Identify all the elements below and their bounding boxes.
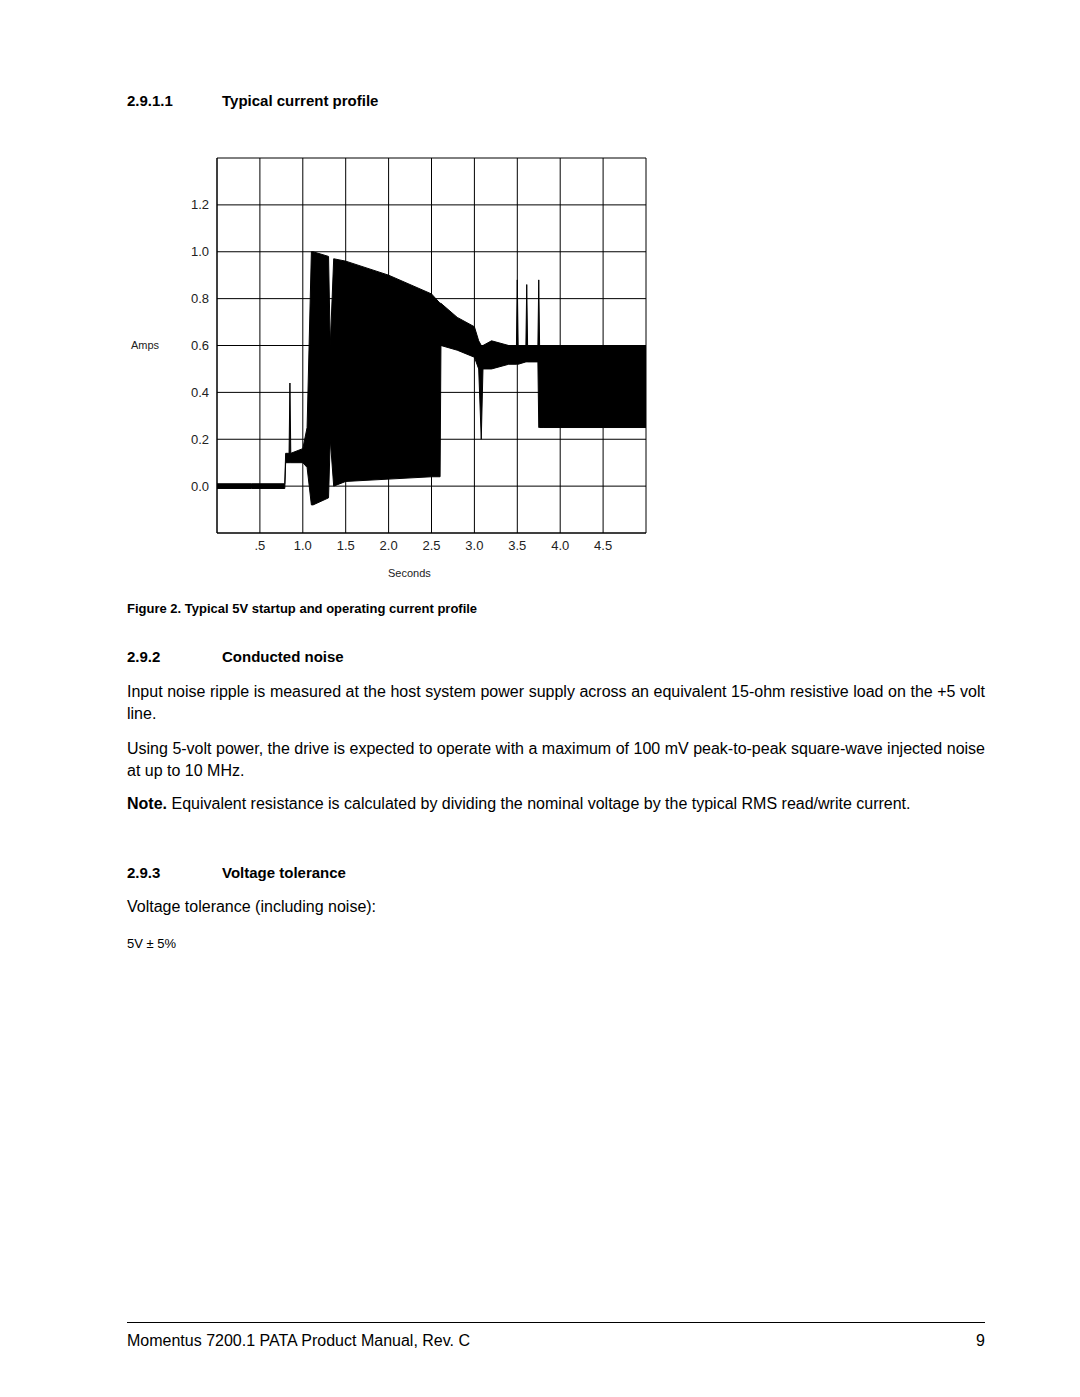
html-text:Input noise ripple is measured: Input noise ripple is measured at the ho… — [127, 683, 985, 722]
svg-text:0.8: 0.8 — [191, 291, 209, 306]
svg-text:1.0: 1.0 — [191, 244, 209, 259]
html-text:Amps: Amps — [131, 339, 160, 351]
html-text:Conducted noise: Conducted noise — [222, 648, 344, 665]
svg-text:1.0: 1.0 — [294, 538, 312, 553]
html-text:2.9.1.1: 2.9.1.1 — [127, 92, 173, 109]
svg-text:2.0: 2.0 — [380, 538, 398, 553]
svg-text:0.4: 0.4 — [191, 385, 209, 400]
html-text:Typical current profile: Typical current profile — [222, 92, 379, 109]
svg-text:2.5: 2.5 — [422, 538, 440, 553]
html-text:2.9.2: 2.9.2 — [127, 648, 161, 665]
svg-text:1.5: 1.5 — [337, 538, 355, 553]
html-text:2.9.3: 2.9.3 — [127, 864, 161, 881]
html-text:5V ± 5%: 5V ± 5% — [127, 936, 177, 951]
html-text:Momentus 7200.1 PATA Product M: Momentus 7200.1 PATA Product Manual, Rev… — [127, 1332, 470, 1349]
html-text:Seconds: Seconds — [388, 567, 431, 579]
html-text:Voltage tolerance: Voltage tolerance — [222, 864, 346, 881]
svg-text:0.2: 0.2 — [191, 432, 209, 447]
svg-text:4.5: 4.5 — [594, 538, 612, 553]
svg-text:0.6: 0.6 — [191, 338, 209, 353]
html-text:9: 9 — [976, 1332, 985, 1349]
svg-text:0.0: 0.0 — [191, 479, 209, 494]
html-text:Note. Equivalent resistance is: Note. Equivalent resistance is calculate… — [127, 795, 911, 812]
svg-text:3.5: 3.5 — [508, 538, 526, 553]
svg-text:.5: .5 — [254, 538, 265, 553]
html-text:Using 5-volt power, the drive: Using 5-volt power, the drive is expecte… — [127, 740, 985, 779]
svg-text:1.2: 1.2 — [191, 197, 209, 212]
html-text:Voltage tolerance (including n: Voltage tolerance (including noise): — [127, 898, 376, 915]
svg-text:3.0: 3.0 — [465, 538, 483, 553]
svg-text:4.0: 4.0 — [551, 538, 569, 553]
html-text:Figure 2. Typical 5V startup a: Figure 2. Typical 5V startup and operati… — [127, 601, 478, 616]
